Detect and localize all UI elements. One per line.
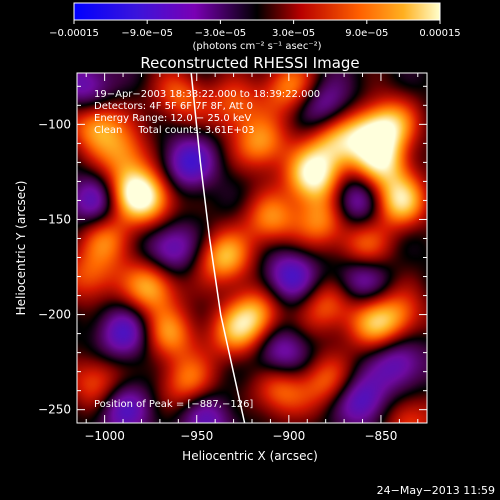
colorbar-tick-label: 9.0e−05 <box>345 28 388 39</box>
x-axis-label: Heliocentric X (arcsec) <box>182 449 318 463</box>
y-tick-label: −250 <box>38 403 71 417</box>
y-axis-label: Heliocentric Y (arcsec) <box>14 181 28 316</box>
solar-limb-line <box>190 72 246 424</box>
colorbar-tick-label: −3.0e−05 <box>195 28 247 39</box>
peak-position-label: Position of Peak = [−887,−126] <box>94 399 253 410</box>
colorbar-tick-label: −9.0e−05 <box>121 28 173 39</box>
colorbar-unit-label: (photons cm⁻² s⁻¹ asec⁻²) <box>192 41 321 52</box>
colorbar-tick-label: 0.00015 <box>419 28 460 39</box>
x-tick-label: −850 <box>364 429 397 443</box>
colorbar-tick-label: −0.00015 <box>49 28 99 39</box>
x-tick-label: −1000 <box>84 429 125 443</box>
y-tick-label: −100 <box>38 117 71 131</box>
chart-title: Reconstructed RHESSI Image <box>140 54 359 72</box>
y-tick-label: −150 <box>38 212 71 226</box>
plot-area: −1000 −950 −900 −850 −100 −150 −200 −250 <box>38 72 428 443</box>
x-tick-label: −950 <box>180 429 213 443</box>
footer-timestamp: 24−May−2013 11:59 <box>377 484 495 497</box>
annotation-line-2: Detectors: 4F 5F 6F 7F 8F, Att 0 <box>94 101 253 112</box>
annotation-line-1: 19−Apr−2003 18:33:22.000 to 18:39:22.000 <box>94 89 320 100</box>
colorbar <box>73 2 441 21</box>
observation-info: 19−Apr−2003 18:33:22.000 to 18:39:22.000… <box>94 89 320 136</box>
colorbar-tick-label: 3.0e−05 <box>272 28 315 39</box>
y-tick-label: −200 <box>38 308 71 322</box>
axis-ticks: −1000 −950 −900 −850 −100 −150 −200 −250 <box>38 73 427 443</box>
annotation-line-3: Energy Range: 12.0 − 25.0 keV <box>94 113 251 124</box>
annotation-line-4: Clean Total counts: 3.61E+03 <box>94 125 254 136</box>
heatmap-image <box>77 73 427 423</box>
x-tick-label: −900 <box>272 429 305 443</box>
colorbar-ticks: −0.00015 −9.0e−05 −3.0e−05 3.0e−05 9.0e−05 0.… <box>49 20 461 39</box>
